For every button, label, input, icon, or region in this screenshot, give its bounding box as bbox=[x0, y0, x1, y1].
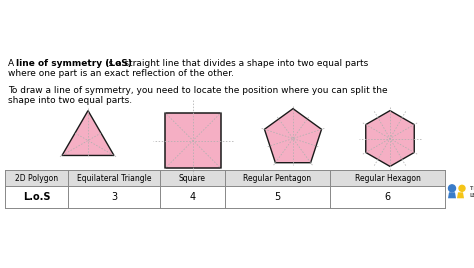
Text: 3: 3 bbox=[111, 192, 117, 202]
Circle shape bbox=[459, 185, 465, 191]
Bar bbox=[5, 170, 68, 186]
Bar bbox=[225, 170, 330, 186]
Text: Equilateral Triangle: Equilateral Triangle bbox=[77, 174, 151, 183]
Bar bbox=[160, 170, 225, 186]
Text: To draw a line of symmetry, you need to locate the position where you can split : To draw a line of symmetry, you need to … bbox=[8, 86, 388, 95]
Polygon shape bbox=[264, 109, 321, 163]
Text: 5: 5 bbox=[274, 192, 281, 202]
Text: 6: 6 bbox=[384, 192, 391, 202]
Polygon shape bbox=[366, 111, 414, 166]
Text: 4: 4 bbox=[190, 192, 196, 202]
Text: line of symmetry (LoS): line of symmetry (LoS) bbox=[16, 59, 132, 68]
Text: Regular Hexagon: Regular Hexagon bbox=[355, 174, 420, 183]
Bar bbox=[68, 170, 160, 186]
Text: 2D Polygon: 2D Polygon bbox=[15, 174, 58, 183]
Text: Lines of symmetry: Lines of symmetry bbox=[9, 16, 167, 31]
Text: is a straight line that divides a shape into two equal parts: is a straight line that divides a shape … bbox=[103, 59, 368, 68]
Bar bbox=[330, 170, 445, 186]
Polygon shape bbox=[62, 111, 114, 155]
Circle shape bbox=[448, 185, 456, 192]
Text: THIRD SPACE: THIRD SPACE bbox=[470, 186, 474, 191]
Polygon shape bbox=[457, 192, 464, 198]
Text: where one part is an exact reflection of the other.: where one part is an exact reflection of… bbox=[8, 69, 234, 78]
Text: A: A bbox=[8, 59, 17, 68]
Text: L.o.S: L.o.S bbox=[23, 192, 50, 202]
Polygon shape bbox=[448, 192, 456, 198]
Text: Square: Square bbox=[179, 174, 206, 183]
Text: shape into two equal parts.: shape into two equal parts. bbox=[8, 96, 132, 105]
Text: LEARNING: LEARNING bbox=[470, 193, 474, 198]
Bar bbox=[165, 113, 221, 168]
Text: Regular Pentagon: Regular Pentagon bbox=[244, 174, 311, 183]
